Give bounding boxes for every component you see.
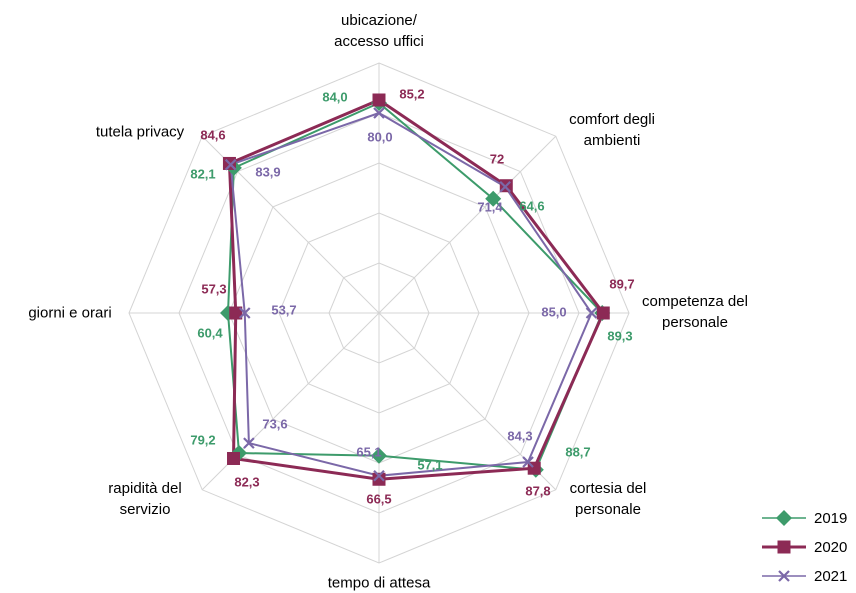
data-point <box>596 306 610 320</box>
legend-marker <box>777 540 791 554</box>
data-point <box>229 306 243 320</box>
data-point <box>224 158 237 171</box>
data-point <box>372 472 386 486</box>
value-label: 82,3 <box>234 474 259 489</box>
category-label: cortesia del personale <box>569 480 647 518</box>
data-point <box>373 469 385 482</box>
data-point <box>372 93 386 107</box>
category-label: ubicazione/ accesso uffici <box>334 12 424 50</box>
category-label: comfort degli ambienti <box>569 111 655 149</box>
value-label: 85,2 <box>399 86 424 101</box>
legend-marker <box>778 570 790 582</box>
value-label: 64,6 <box>519 198 544 213</box>
value-label: 89,3 <box>607 328 632 343</box>
category-label: competenza del personale <box>642 293 748 331</box>
category-label: rapidità del servizio <box>108 480 182 518</box>
value-label: 88,7 <box>565 444 590 459</box>
value-label: 72 <box>490 151 504 166</box>
legend-label: 2020 <box>814 539 847 556</box>
value-label: 79,2 <box>190 432 215 447</box>
value-label: 80,0 <box>367 129 392 144</box>
value-label: 82,1 <box>190 166 215 181</box>
value-label: 60,4 <box>197 325 223 340</box>
spoke <box>378 135 557 314</box>
data-point <box>499 181 511 193</box>
category-label: tutela privacy <box>95 123 185 141</box>
legend-label: 2021 <box>814 568 847 585</box>
value-label: 89,7 <box>609 276 634 291</box>
value-label: 85,0 <box>541 304 566 319</box>
value-label: 57,1 <box>417 457 442 472</box>
value-label: 84,6 <box>200 127 225 142</box>
data-point <box>238 307 251 319</box>
category-label: tempo di attesa <box>327 574 431 592</box>
data-point <box>373 107 385 119</box>
value-label: 53,7 <box>271 302 296 317</box>
data-point <box>371 447 387 464</box>
category-label: giorni e orari <box>28 304 112 322</box>
data-point <box>485 190 502 207</box>
legend-label: 2019 <box>814 510 847 527</box>
value-label: 84,0 <box>322 89 347 104</box>
data-point <box>227 451 241 465</box>
value-label: 87,8 <box>525 483 550 498</box>
data-point <box>522 456 534 468</box>
value-label: 71,4 <box>477 199 503 214</box>
legend-marker <box>776 510 792 526</box>
value-label: 66,5 <box>366 491 391 506</box>
value-label: 73,6 <box>262 416 287 431</box>
series-line <box>226 101 604 471</box>
value-label: 65,1 <box>356 444 381 459</box>
data-point <box>243 437 255 449</box>
value-label: 84,3 <box>507 428 532 443</box>
data-point <box>585 307 598 319</box>
value-label: 57,3 <box>201 281 226 296</box>
value-label: 83,9 <box>255 164 280 179</box>
